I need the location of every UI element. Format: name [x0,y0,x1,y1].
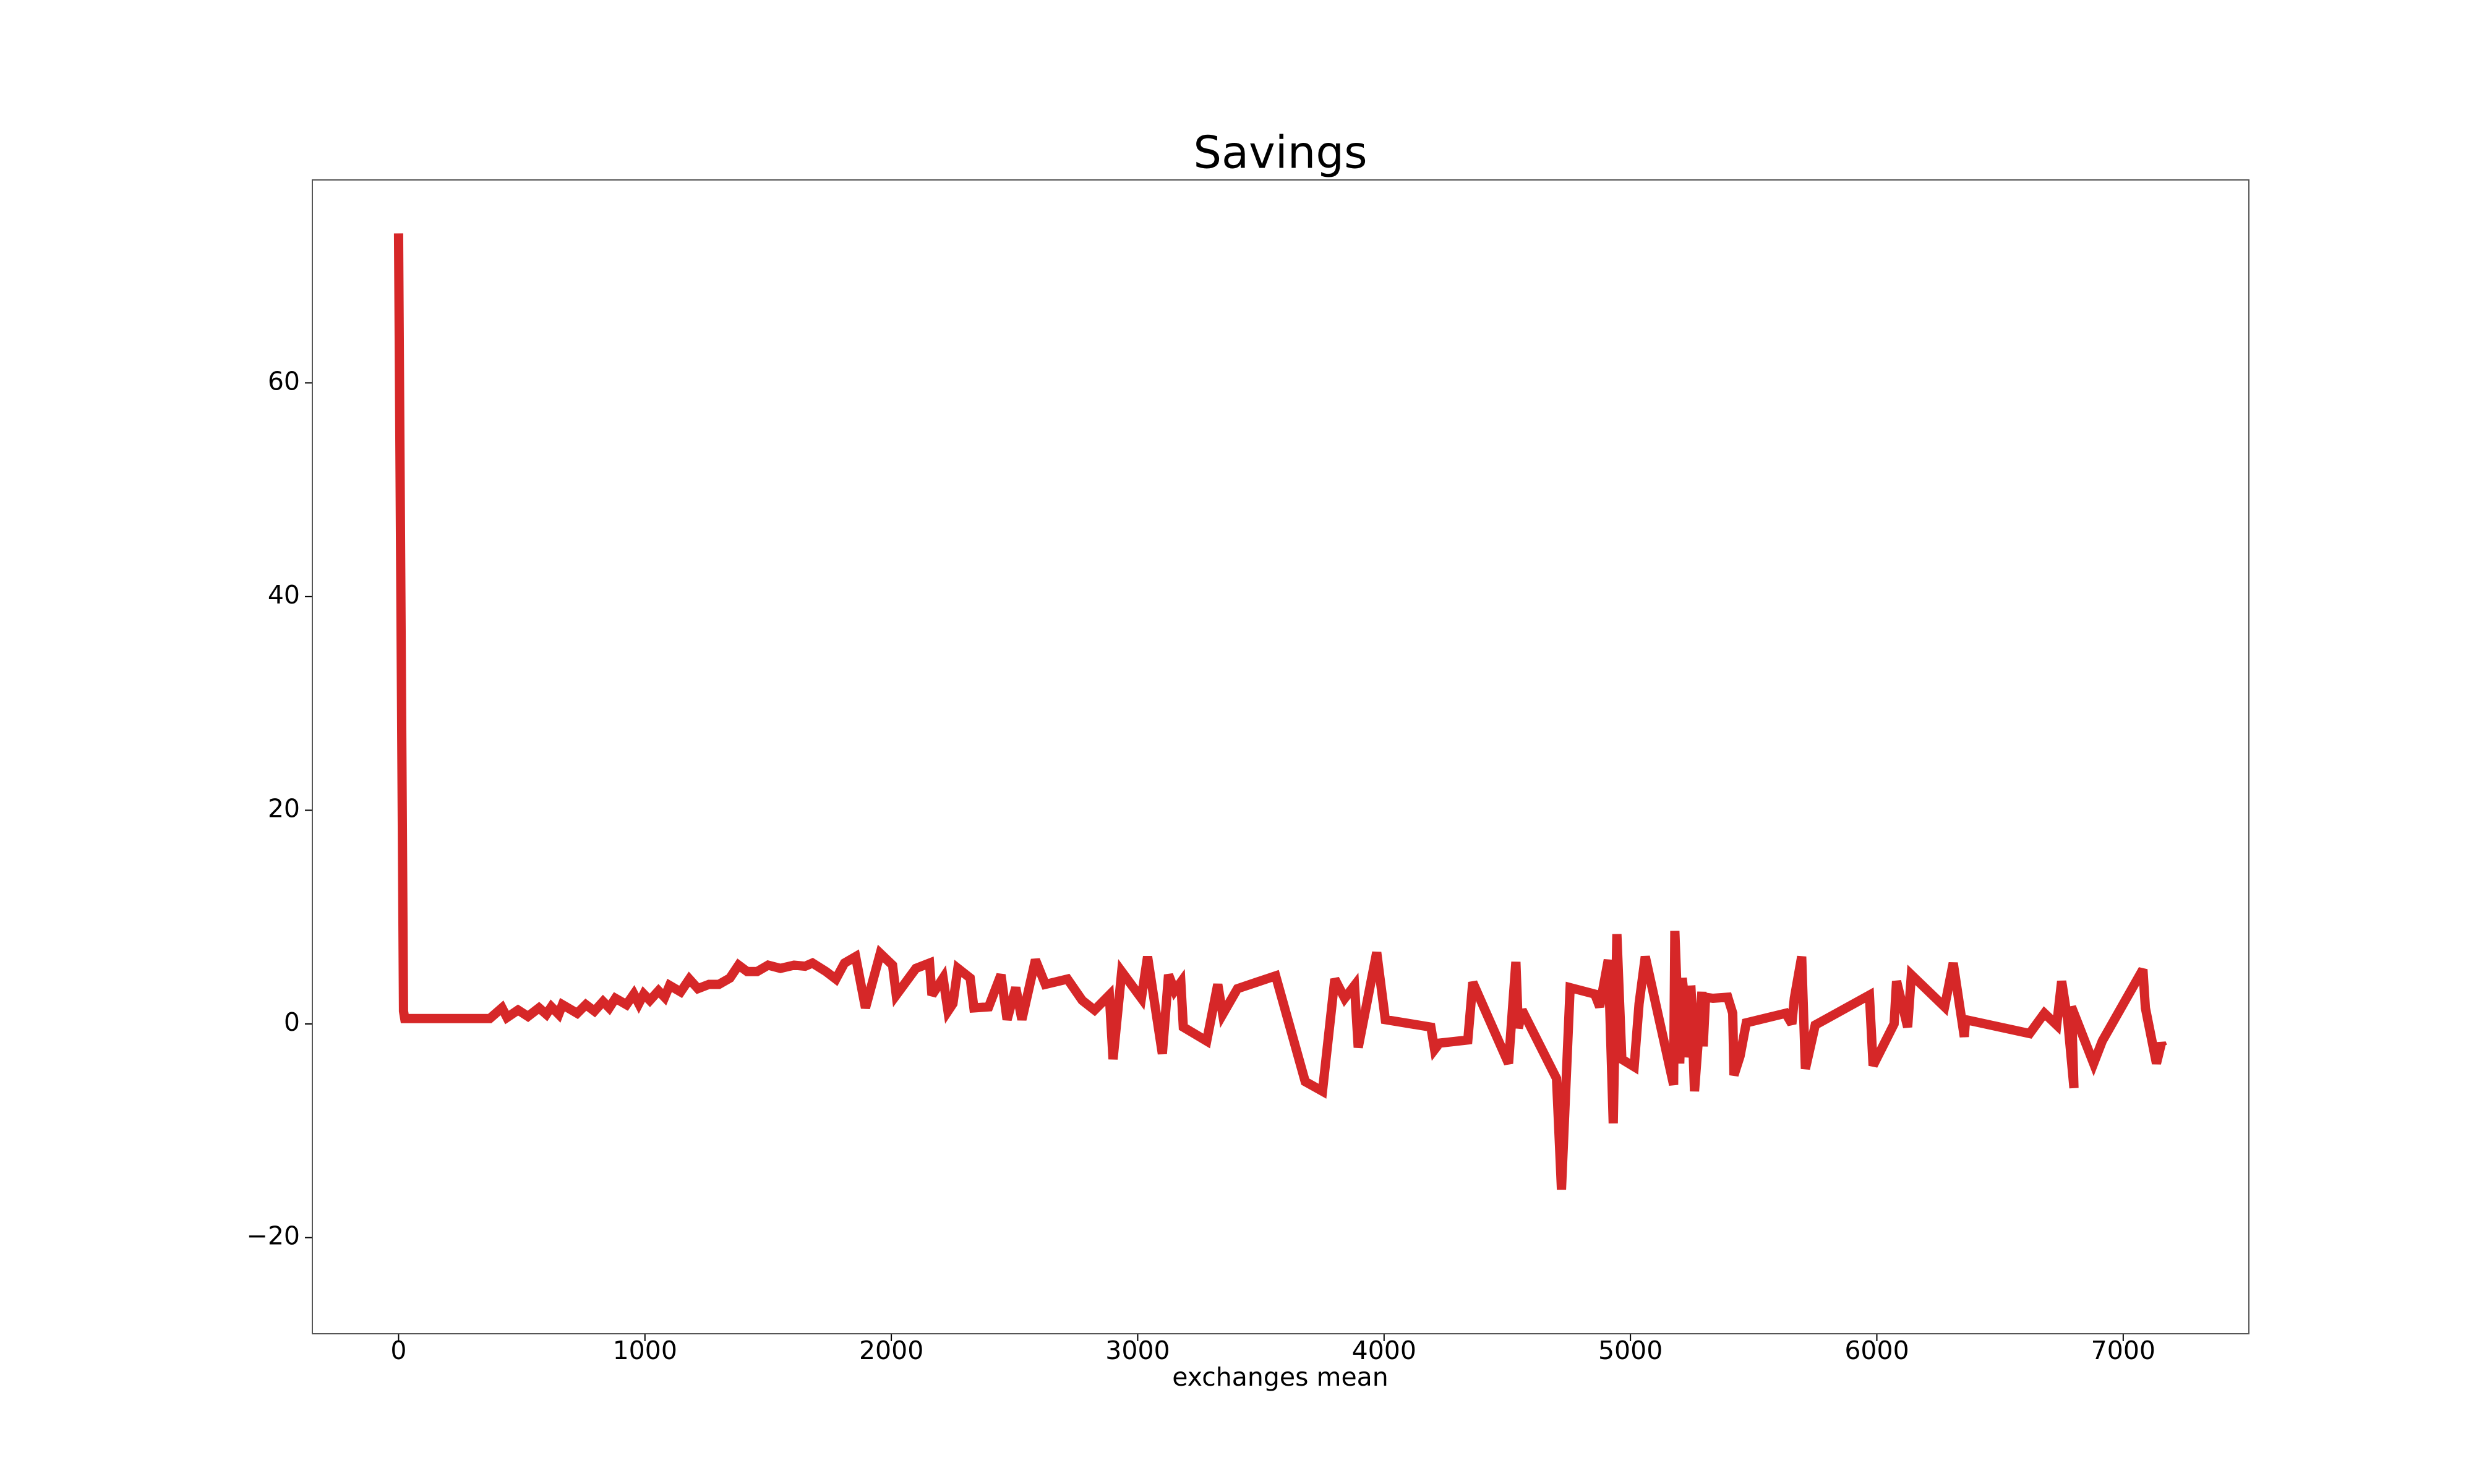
x-tick-label: 3000 [1105,1336,1170,1365]
x-tick-label: 1000 [613,1336,677,1365]
x-tick-label: 2000 [859,1336,923,1365]
y-tick-label: 60 [268,366,300,396]
y-tick-label: 40 [268,580,300,610]
chart-title: Savings [1193,127,1367,179]
x-tick-label: 5000 [1598,1336,1663,1365]
plot-frame [312,179,2249,1334]
x-tick-label: 4000 [1352,1336,1416,1365]
x-tick-label: 7000 [2091,1336,2155,1365]
y-tick-label: −20 [246,1221,300,1251]
x-tick-label: 6000 [1844,1336,1909,1365]
line-series [393,233,2167,1190]
x-axis-label: exchanges mean [1172,1362,1389,1392]
y-tick-label: 0 [284,1007,300,1037]
x-tick-label: 0 [390,1336,406,1365]
y-tick-label: 20 [268,793,300,823]
